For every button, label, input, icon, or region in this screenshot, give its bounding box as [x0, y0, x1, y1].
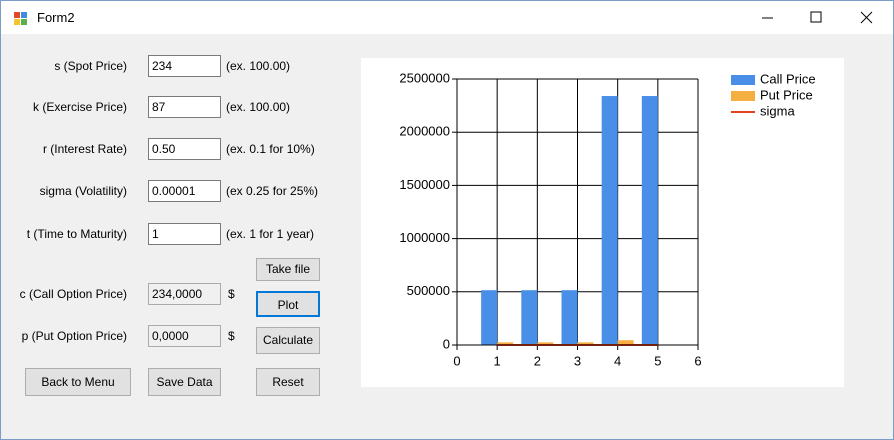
output-label: c (Call Option Price): [19, 287, 127, 301]
bar: [561, 290, 578, 345]
field-label: s (Spot Price): [54, 59, 127, 73]
field-label: r (Interest Rate): [42, 142, 127, 156]
field-hint: (ex 0.25 for 25%): [226, 184, 319, 198]
window-title: Form2: [37, 10, 75, 25]
x-tick-label: 0: [453, 353, 460, 368]
field-hint: (ex. 1 for 1 year): [226, 227, 315, 241]
field-label: k (Exercise Price): [32, 100, 127, 114]
x-tick-label: 1: [494, 353, 501, 368]
field-hint: (ex. 100.00): [226, 100, 291, 114]
bar: [537, 342, 554, 345]
unit-label: $: [228, 329, 235, 343]
legend-label: sigma: [760, 103, 795, 118]
bar: [577, 342, 594, 345]
button[interactable]: Take file: [256, 258, 320, 281]
bar: [497, 342, 514, 345]
legend-swatch: [731, 75, 755, 85]
output-box: 0,0000: [148, 325, 221, 347]
chart: 0 500000 1000000 1500000 2000000 2500000 0 1 2 3 4…: [361, 58, 844, 387]
text-input[interactable]: 87: [148, 96, 221, 118]
text-input[interactable]: 1: [148, 223, 221, 245]
bar: [641, 96, 658, 345]
x-tick-label: 5: [654, 353, 661, 368]
x-tick-label: 2: [534, 353, 541, 368]
y-tick-label: 0: [443, 336, 450, 351]
button[interactable]: Back to Menu: [25, 368, 131, 396]
bar: [481, 290, 498, 345]
bar: [617, 340, 634, 345]
button[interactable]: Reset: [256, 368, 320, 396]
y-tick-label: 1000000: [399, 230, 450, 245]
title-bar: Form2: [1, 1, 893, 34]
y-tick-label: 1500000: [399, 177, 450, 192]
text-input[interactable]: 0.00001: [148, 180, 221, 202]
output-label: p (Put Option Price): [21, 329, 127, 343]
field-label: t (Time to Maturity): [26, 227, 127, 241]
x-tick-label: 3: [574, 353, 581, 368]
unit-label: $: [228, 287, 235, 301]
button[interactable]: Plot: [256, 291, 320, 317]
x-tick-label: 4: [614, 353, 621, 368]
button[interactable]: Save Data: [148, 368, 221, 396]
x-tick-label: 6: [694, 353, 701, 368]
button[interactable]: Calculate: [256, 327, 320, 354]
field-hint: (ex. 0.1 for 10%): [226, 142, 315, 156]
legend-label: Put Price: [760, 87, 813, 102]
legend-label: Call Price: [760, 71, 816, 86]
window-controls[interactable]: [751, 1, 891, 34]
text-input[interactable]: 234: [148, 55, 221, 77]
output-box: 234,0000: [148, 283, 221, 305]
bar: [521, 290, 538, 345]
app-icon: [14, 12, 27, 25]
legend-swatch: [731, 91, 755, 101]
text-input[interactable]: 0.50: [148, 138, 221, 160]
y-tick-label: 2000000: [399, 124, 450, 139]
field-label: sigma (Volatility): [39, 184, 127, 198]
bar: [601, 96, 618, 345]
field-hint: (ex. 100.00): [226, 59, 291, 73]
y-tick-label: 500000: [407, 283, 450, 298]
y-tick-label: 2500000: [399, 70, 450, 85]
